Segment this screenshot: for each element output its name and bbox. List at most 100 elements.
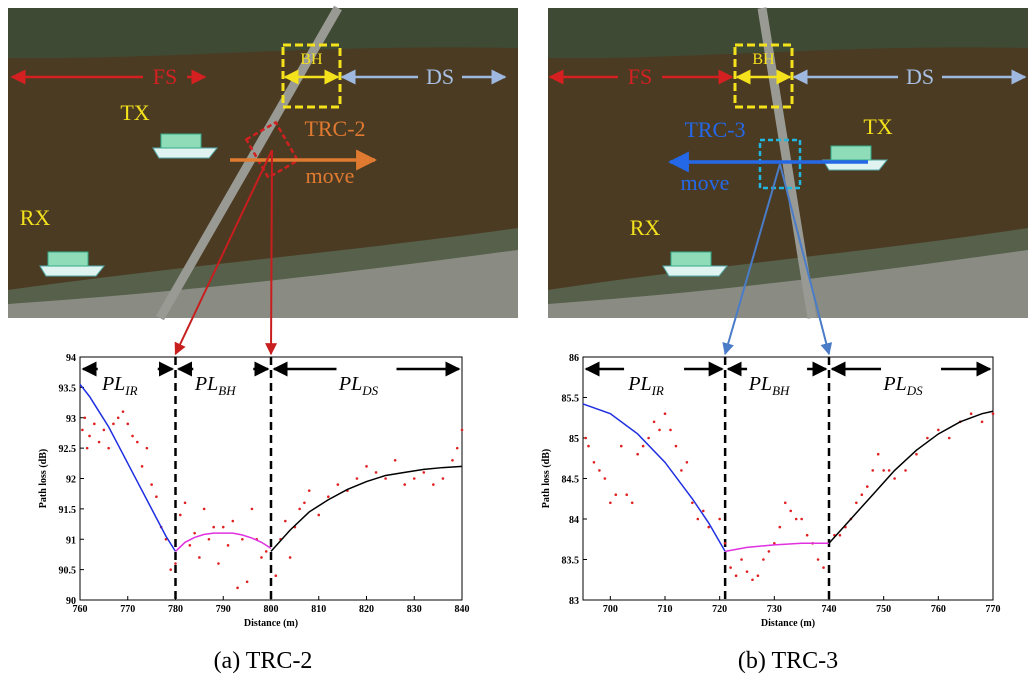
fit-line	[582, 403, 726, 552]
ship-cabin	[830, 145, 872, 161]
measured-point	[365, 465, 368, 468]
x-tick-label: 720	[712, 604, 727, 615]
measured-point	[217, 562, 220, 565]
measured-point	[393, 458, 397, 462]
segment-subscript: DS	[906, 383, 923, 398]
fit-line	[174, 532, 272, 552]
measured-point	[619, 444, 623, 448]
ship-cabin	[160, 133, 202, 149]
measured-point	[140, 465, 144, 468]
measured-point	[838, 533, 842, 537]
x-tick-label: 780	[168, 604, 183, 615]
measured-point	[696, 517, 700, 521]
segment-name: PL	[194, 373, 218, 395]
aerial-image	[548, 7, 1028, 319]
measured-point	[288, 556, 292, 559]
measured-point	[822, 566, 825, 569]
measured-point	[307, 489, 311, 492]
measured-point	[126, 422, 130, 426]
measured-point	[245, 580, 249, 584]
measured-point	[81, 428, 84, 432]
measured-point	[855, 501, 858, 505]
y-tick-label: 85.5	[562, 394, 580, 405]
x-tick-label: 750	[876, 604, 891, 615]
rx-label: RX	[20, 205, 51, 230]
measured-point	[303, 501, 306, 505]
measured-point	[625, 493, 629, 497]
measured-point	[183, 501, 187, 505]
ds-label-bg	[898, 66, 942, 90]
measured-point	[816, 558, 820, 561]
move-label: move	[681, 170, 730, 195]
pointer-line	[779, 163, 833, 356]
measured-point	[412, 477, 416, 480]
y-tick-label: 91	[66, 535, 76, 546]
pointer-line	[722, 163, 781, 356]
segment-subscript: BH	[218, 383, 236, 398]
measured-point	[630, 501, 634, 505]
measured-point	[432, 483, 435, 486]
city	[8, 250, 518, 318]
measured-point	[264, 550, 268, 553]
measured-point	[926, 436, 929, 440]
trc-box	[244, 120, 300, 180]
x-tick-label: 760	[73, 604, 88, 615]
measured-point	[980, 420, 984, 424]
y-axis-label: Path loss (dB)	[541, 449, 552, 508]
x-tick-label: 760	[931, 604, 946, 615]
ship-cabin	[47, 251, 89, 267]
measured-point	[691, 501, 694, 505]
y-tick-label: 85	[569, 434, 579, 445]
measured-point	[284, 519, 287, 523]
y-axis-label: Path loss (dB)	[38, 449, 49, 508]
measured-point	[88, 434, 91, 438]
measured-point	[887, 469, 891, 472]
measured-point	[584, 436, 588, 440]
y-tick-label: 93.5	[59, 383, 77, 394]
y-tick-label: 86	[569, 353, 579, 364]
fit-line	[724, 542, 829, 553]
measured-point	[800, 517, 803, 521]
measured-point	[723, 542, 727, 545]
measured-point	[327, 495, 330, 499]
measured-point	[102, 428, 106, 432]
measured-point	[274, 574, 278, 577]
ship	[152, 147, 219, 159]
measured-point	[93, 422, 96, 426]
fs-label: FS	[153, 64, 177, 89]
segment-name: PL	[882, 373, 906, 395]
measured-point	[422, 471, 426, 474]
city	[548, 250, 1028, 318]
measured-point	[707, 525, 711, 529]
segment-name: PL	[748, 373, 772, 395]
y-tick-label: 94	[66, 353, 76, 364]
ship-cabin	[670, 251, 712, 267]
x-tick-label: 770	[120, 604, 135, 615]
measured-point	[336, 483, 340, 486]
measured-point	[969, 412, 973, 416]
measured-point	[669, 428, 672, 432]
measured-point	[598, 469, 601, 472]
measured-point	[441, 477, 445, 480]
measured-point	[174, 562, 177, 565]
measured-point	[188, 544, 192, 547]
measured-point	[85, 446, 89, 450]
measured-point	[773, 542, 776, 545]
x-tick-label: 790	[216, 604, 231, 615]
measured-point	[460, 428, 464, 432]
measured-point	[260, 556, 263, 559]
segment-subscript: IR	[124, 383, 137, 398]
x-tick-label: 770	[986, 604, 1001, 615]
measured-point	[871, 469, 875, 472]
measured-point	[745, 570, 749, 573]
measured-point	[614, 493, 618, 497]
measured-point	[198, 556, 201, 559]
segment-label: PLIR	[627, 373, 664, 398]
y-tick-label: 83	[569, 596, 579, 607]
x-tick-label: 740	[822, 604, 837, 615]
measured-point	[212, 525, 215, 529]
x-tick-label: 820	[359, 604, 374, 615]
y-tick-label: 92	[66, 475, 76, 486]
measured-point	[674, 444, 678, 448]
